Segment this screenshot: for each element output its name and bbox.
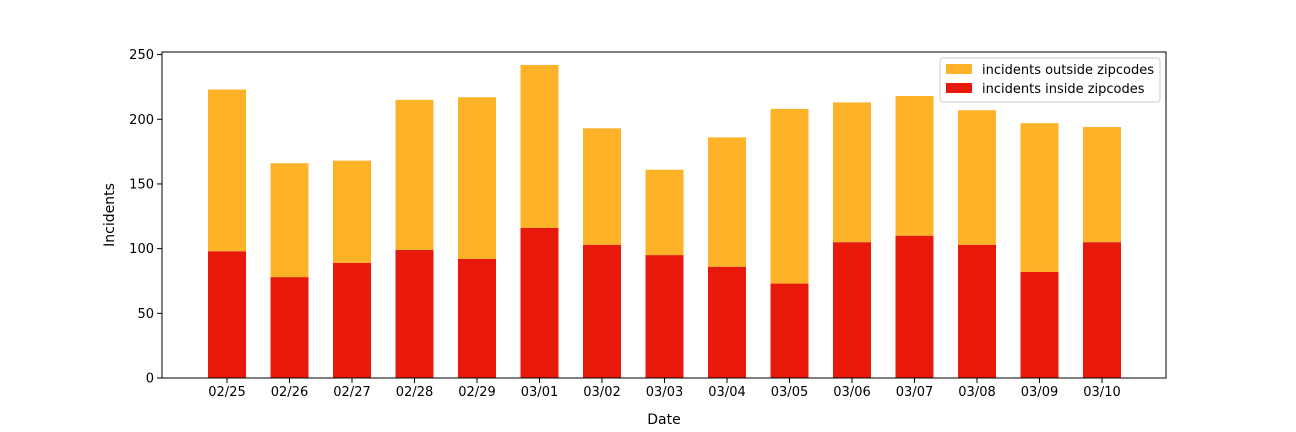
bar-inside-03-10 bbox=[1083, 242, 1121, 378]
x-tick-label: 03/06 bbox=[833, 385, 870, 400]
bar-inside-03-02 bbox=[583, 244, 621, 378]
y-tick-label: 50 bbox=[137, 307, 154, 322]
y-tick-label: 200 bbox=[129, 113, 154, 128]
y-tick-label: 150 bbox=[129, 177, 154, 192]
legend: incidents outside zipcodes incidents insi… bbox=[939, 57, 1161, 103]
bar-outside-02-28 bbox=[395, 99, 434, 250]
legend-label: incidents outside zipcodes bbox=[982, 63, 1154, 78]
bar-outside-03-02 bbox=[583, 128, 621, 245]
bar-inside-03-03 bbox=[645, 255, 684, 378]
bar-inside-02-27 bbox=[333, 262, 371, 378]
bar-inside-03-06 bbox=[833, 242, 871, 378]
x-axis-ticks: 02/25 02/26 02/27 02/28 02/29 03/01 03/02 03/03… bbox=[208, 378, 1121, 400]
bar-outside-03-03 bbox=[645, 169, 684, 256]
x-tick-label: 02/25 bbox=[208, 385, 245, 400]
y-tick-label: 0 bbox=[146, 372, 154, 387]
bar-outside-02-26 bbox=[270, 163, 309, 278]
bar-outside-03-05 bbox=[770, 108, 809, 284]
y-axis-label: Incidents bbox=[102, 183, 118, 247]
x-tick-label: 03/01 bbox=[521, 385, 558, 400]
y-axis-ticks: 0 50 100 150 200 250 bbox=[129, 48, 162, 387]
bar-outside-03-07 bbox=[895, 95, 934, 236]
y-tick-label: 100 bbox=[129, 242, 154, 257]
bar-outside-02-25 bbox=[208, 89, 246, 252]
x-tick-label: 03/08 bbox=[958, 385, 995, 400]
x-tick-label: 03/03 bbox=[646, 385, 683, 400]
bar-outside-03-10 bbox=[1083, 127, 1121, 243]
x-tick-label: 03/02 bbox=[583, 385, 620, 400]
x-tick-label: 02/27 bbox=[333, 385, 370, 400]
bar-inside-03-08 bbox=[958, 244, 996, 378]
legend-label: incidents inside zipcodes bbox=[982, 82, 1145, 97]
bar-outside-03-01 bbox=[520, 64, 559, 228]
bar-inside-02-29 bbox=[458, 258, 496, 378]
bar-outside-03-04 bbox=[708, 137, 746, 267]
bar-inside-03-09 bbox=[1020, 271, 1059, 378]
x-tick-label: 02/29 bbox=[458, 385, 495, 400]
x-tick-label: 03/07 bbox=[896, 385, 933, 400]
bar-inside-03-05 bbox=[770, 283, 809, 378]
bar-inside-03-01 bbox=[520, 227, 559, 378]
bar-inside-03-07 bbox=[895, 235, 934, 378]
bar-inside-02-28 bbox=[395, 249, 434, 378]
bar-outside-03-08 bbox=[958, 110, 996, 245]
bars-group bbox=[208, 64, 1121, 378]
bar-inside-03-04 bbox=[708, 266, 746, 378]
legend-box bbox=[939, 57, 1161, 103]
x-tick-label: 02/28 bbox=[396, 385, 433, 400]
x-tick-label: 03/04 bbox=[708, 385, 745, 400]
x-tick-label: 03/09 bbox=[1021, 385, 1058, 400]
x-axis-label: Date bbox=[647, 412, 680, 428]
bar-inside-02-25 bbox=[208, 251, 246, 378]
x-tick-label: 03/05 bbox=[771, 385, 808, 400]
bar-inside-02-26 bbox=[270, 277, 309, 378]
bar-outside-03-06 bbox=[833, 102, 871, 243]
legend-swatch bbox=[946, 83, 972, 93]
x-tick-label: 03/10 bbox=[1083, 385, 1120, 400]
legend-swatch bbox=[946, 64, 972, 74]
bar-outside-02-27 bbox=[333, 160, 371, 263]
bar-outside-03-09 bbox=[1020, 123, 1059, 272]
y-tick-label: 250 bbox=[129, 48, 154, 63]
bar-outside-02-29 bbox=[458, 97, 496, 259]
x-tick-label: 02/26 bbox=[271, 385, 308, 400]
